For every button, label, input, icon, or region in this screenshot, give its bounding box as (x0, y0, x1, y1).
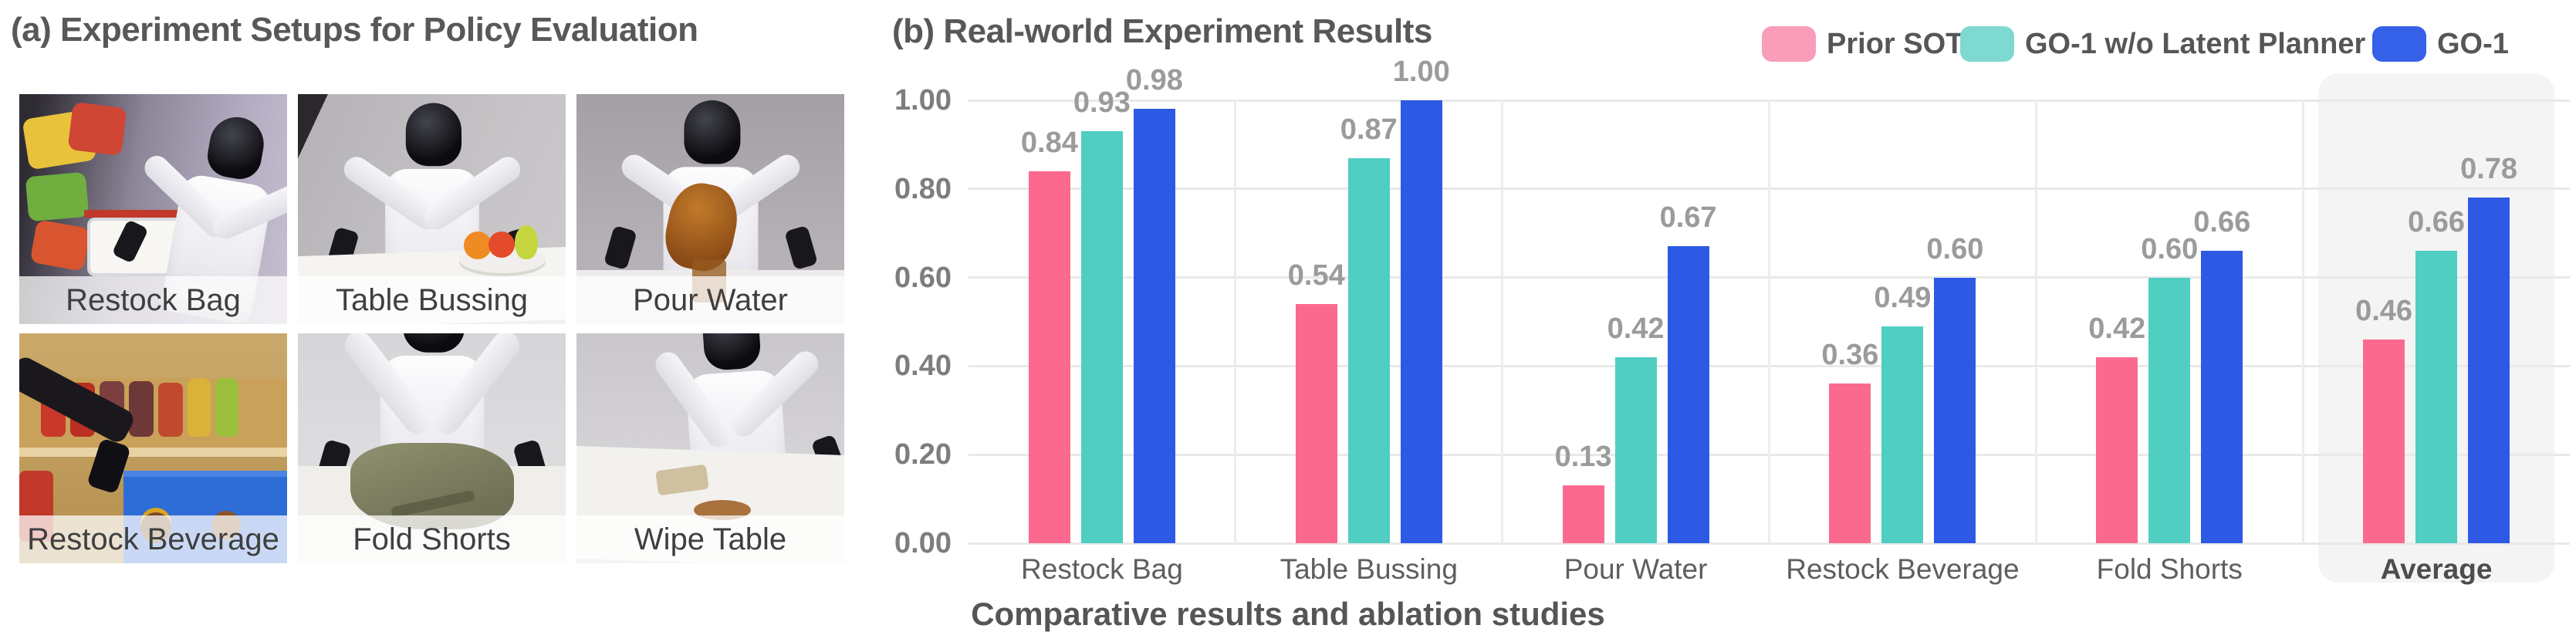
photo-label-band: Restock Bag (19, 276, 287, 324)
bar-value-label: 0.60 (1926, 232, 1984, 265)
x-tick-label: Fold Shorts (2096, 553, 2243, 585)
photo-wipe-table: Wipe Table (576, 333, 844, 563)
legend-label: GO-1 w/o Latent Planner (2025, 27, 2366, 60)
bar-value-label: 0.93 (1073, 86, 1131, 120)
x-tick-label: Restock Bag (1021, 553, 1183, 585)
olive-shorts (350, 443, 514, 529)
x-tick-label: Pour Water (1564, 553, 1708, 585)
bar-go-1-w-o-latent-planner-fold-shorts (2148, 277, 2191, 543)
panel-a-title: (a) Experiment Setups for Policy Evaluat… (11, 11, 698, 49)
bar-prior-sota-table-bussing (1295, 304, 1337, 543)
bar-value-label: 0.54 (1287, 259, 1345, 292)
bar-value-label: 1.00 (1392, 56, 1450, 88)
y-tick-label: 0.00 (894, 527, 952, 559)
bar-prior-sota-restock-bag (1028, 171, 1070, 543)
group-separator (1234, 100, 1237, 543)
legend-item-prior-sota: Prior SOTA (1762, 26, 1983, 62)
bar-value-label: 0.60 (2141, 232, 2199, 265)
photo-label-band: Fold Shorts (298, 515, 566, 563)
group-separator (1768, 100, 1770, 543)
plum-can (129, 381, 154, 437)
legend-item-go1-wo-latent-planner: GO-1 w/o Latent Planner (1960, 26, 2365, 62)
bar-prior-sota-fold-shorts (2096, 356, 2138, 543)
legend-swatch-go1 (2372, 26, 2426, 62)
figure-caption: Comparative results and ablation studies (971, 596, 1605, 632)
cart-handle (84, 210, 200, 218)
bar-value-label: 0.42 (1607, 312, 1665, 345)
bar-value-label: 0.98 (1125, 64, 1183, 97)
legend-swatch-go1-wo-latent-planner (1960, 26, 2014, 62)
photo-label-band: Pour Water (576, 276, 844, 324)
bar-value-label: 0.66 (2408, 206, 2466, 239)
bar-prior-sota-restock-beverage (1829, 384, 1871, 543)
x-tick-label: Average (2380, 553, 2493, 585)
bar-go-1-pour-water (1667, 246, 1709, 543)
y-tick-label: 0.80 (894, 172, 952, 205)
orange-fruit (464, 231, 492, 259)
pear-fruit (515, 225, 538, 259)
legend-swatch-prior-sota (1762, 26, 1816, 62)
y-tick-label: 0.60 (894, 261, 952, 294)
y-tick-label: 1.00 (894, 84, 952, 117)
gridline (969, 542, 2570, 545)
bar-prior-sota-average (2363, 339, 2405, 543)
bar-go-1-w-o-latent-planner-average (2415, 251, 2458, 543)
bar-value-label: 0.36 (1821, 339, 1879, 372)
photo-label: Pour Water (633, 282, 788, 317)
photo-pour-water: Pour Water (576, 94, 844, 324)
bar-go-1-average (2468, 198, 2510, 543)
bar-go-1-fold-shorts (2201, 251, 2243, 543)
bar-value-label: 0.87 (1340, 113, 1398, 146)
shelf-edge (19, 448, 287, 457)
bar-value-label: 0.67 (1659, 201, 1717, 235)
bar-value-label: 0.46 (2355, 294, 2413, 327)
bar-value-label: 0.66 (2193, 206, 2251, 239)
bar-value-label: 0.49 (1874, 281, 1932, 314)
photo-restock-beverage: Restock Beverage (19, 333, 287, 563)
bar-go-1-restock-beverage (1934, 277, 1976, 543)
green-bottle (215, 378, 238, 437)
bar-prior-sota-pour-water (1562, 485, 1604, 543)
y-tick-label: 0.20 (894, 438, 952, 471)
red-can (158, 383, 183, 437)
legend-label: GO-1 (2437, 27, 2509, 60)
bar-value-label: 0.84 (1020, 126, 1078, 159)
group-separator (2301, 100, 2304, 543)
y-tick-label: 0.40 (894, 350, 952, 383)
group-separator (1501, 100, 1504, 543)
photo-label: Fold Shorts (353, 522, 511, 556)
photo-restock-bag: Restock Bag (19, 94, 287, 324)
bar-value-label: 0.42 (2088, 312, 2146, 345)
photo-label-band: Table Bussing (298, 276, 566, 324)
bar-go-1-w-o-latent-planner-table-bussing (1347, 157, 1390, 543)
x-tick-label: Table Bussing (1280, 553, 1458, 585)
bar-go-1-table-bussing (1400, 100, 1442, 543)
experiment-photo-grid: Restock Bag Table Bussing (19, 94, 844, 563)
photo-label: Wipe Table (634, 522, 787, 556)
red-fruit (488, 231, 515, 258)
bar-value-label: 0.78 (2460, 153, 2518, 186)
panel-b-title: (b) Real-world Experiment Results (892, 12, 1432, 50)
x-tick-label: Restock Beverage (1786, 553, 2020, 585)
bar-go-1-w-o-latent-planner-pour-water (1614, 356, 1657, 543)
bar-go-1-w-o-latent-planner-restock-beverage (1881, 326, 1924, 543)
group-separator (2034, 100, 2037, 543)
photo-table-bussing: Table Bussing (298, 94, 566, 324)
yellow-bottle (188, 378, 211, 437)
legend-label: Prior SOTA (1827, 27, 1983, 60)
bar-go-1-restock-bag (1133, 109, 1175, 543)
legend-item-go1: GO-1 (2372, 26, 2509, 62)
photo-label: Restock Beverage (27, 522, 279, 556)
photo-label-band: Wipe Table (576, 515, 844, 563)
photo-fold-shorts: Fold Shorts (298, 333, 566, 563)
photo-label: Table Bussing (335, 282, 529, 317)
photo-label-band: Restock Beverage (19, 515, 287, 563)
bar-value-label: 0.13 (1554, 441, 1612, 474)
bar-go-1-w-o-latent-planner-restock-bag (1080, 131, 1123, 543)
photo-label: Restock Bag (66, 282, 241, 317)
